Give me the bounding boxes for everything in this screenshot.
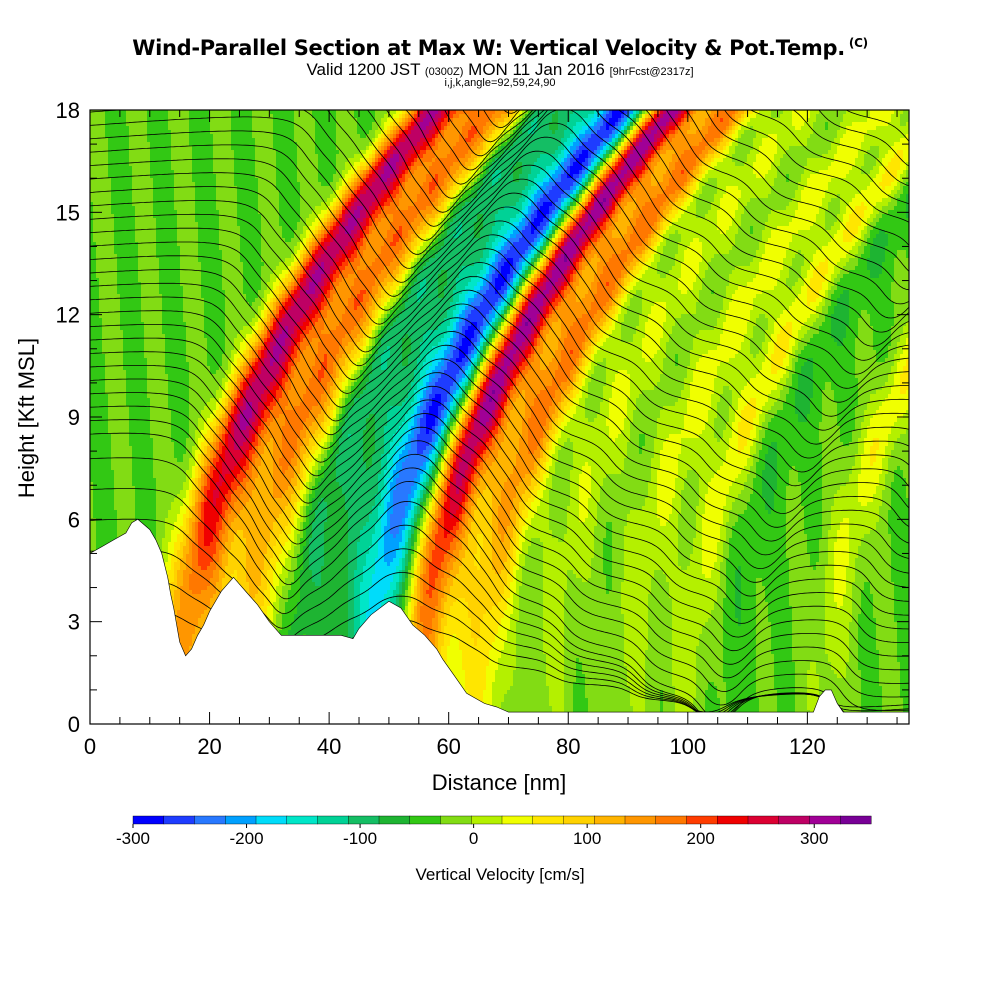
colorbar-tick-label: -100 xyxy=(343,829,377,848)
colorbar-swatch xyxy=(379,816,410,824)
colorbar-swatch xyxy=(656,816,687,824)
colorbar-tick-label: -300 xyxy=(116,829,150,848)
colorbar: -300 -200 -100 0 100 200 300 xyxy=(116,816,871,848)
colorbar-tick-label: 200 xyxy=(687,829,715,848)
x-tick-label: 80 xyxy=(556,734,580,759)
colorbar-swatch xyxy=(195,816,226,824)
cross-section-chart: 0 20 40 60 80 100 1200369121518 Distance [nm] … xyxy=(0,0,1000,1000)
y-tick-label: 6 xyxy=(68,507,80,532)
y-tick-label: 0 xyxy=(68,712,80,737)
colorbar-swatch xyxy=(133,816,164,824)
colorbar-swatch xyxy=(471,816,502,824)
colorbar-swatch xyxy=(502,816,533,824)
colorbar-swatch xyxy=(318,816,349,824)
colorbar-swatch xyxy=(564,816,595,824)
colorbar-tick-label: 300 xyxy=(800,829,828,848)
colorbar-swatch xyxy=(840,816,871,824)
colorbar-swatch xyxy=(748,816,779,824)
colorbar-tick-label: -200 xyxy=(230,829,264,848)
colorbar-swatch xyxy=(256,816,287,824)
colorbar-tick-label: 100 xyxy=(573,829,601,848)
x-tick-label: 0 xyxy=(84,734,96,759)
x-tick-label: 100 xyxy=(669,734,706,759)
x-axis-label: Distance [nm] xyxy=(432,770,567,795)
colorbar-swatch xyxy=(687,816,718,824)
colorbar-swatch xyxy=(717,816,748,824)
colorbar-swatch xyxy=(441,816,472,824)
colorbar-swatch xyxy=(810,816,841,824)
colorbar-label: Vertical Velocity [cm/s] xyxy=(415,865,584,884)
colorbar-swatch xyxy=(533,816,564,824)
colorbar-swatch xyxy=(625,816,656,824)
y-tick-label: 18 xyxy=(56,98,80,123)
colorbar-swatch xyxy=(164,816,195,824)
y-tick-label: 15 xyxy=(56,200,80,225)
colorbar-swatch xyxy=(779,816,810,824)
x-tick-label: 120 xyxy=(789,734,826,759)
colorbar-swatch xyxy=(594,816,625,824)
y-tick-label: 12 xyxy=(56,303,80,328)
colorbar-swatch xyxy=(348,816,379,824)
colorbar-swatch xyxy=(287,816,318,824)
y-tick-label: 9 xyxy=(68,405,80,430)
colorbar-swatch xyxy=(225,816,256,824)
y-tick-label: 3 xyxy=(68,610,80,635)
y-axis-label: Height [Kft MSL] xyxy=(14,338,39,498)
x-tick-label: 20 xyxy=(197,734,221,759)
x-tick-label: 40 xyxy=(317,734,341,759)
x-tick-label: 60 xyxy=(436,734,460,759)
colorbar-tick-label: 0 xyxy=(469,829,478,848)
colorbar-swatch xyxy=(410,816,441,824)
